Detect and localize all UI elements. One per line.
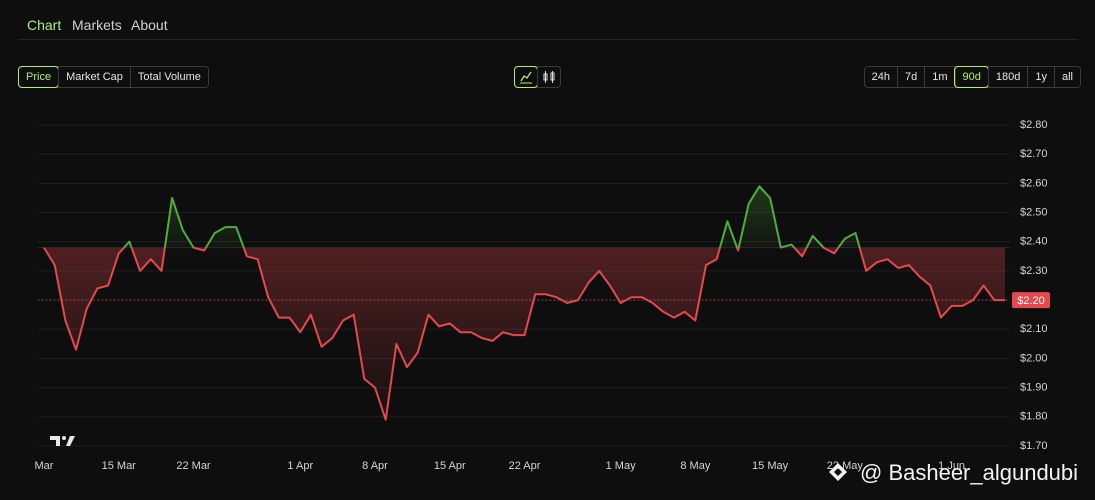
x-tick-label: 15 Apr <box>434 460 466 472</box>
range-button[interactable]: 1y <box>1027 67 1054 87</box>
x-tick-label: 15 May <box>752 460 789 472</box>
baseline-area <box>44 186 1005 420</box>
metric-button[interactable]: Price <box>17 66 60 88</box>
x-tick-label: 1 May <box>606 460 636 472</box>
metric-buttons: Price Market Cap Total Volume <box>17 66 209 88</box>
y-tick-label: $1.70 <box>1020 440 1048 452</box>
x-tick-label: Mar <box>35 460 54 472</box>
watermark-icon <box>829 463 847 481</box>
y-tick-label: $2.80 <box>1020 119 1048 131</box>
x-tick-label: 15 Mar <box>102 460 137 472</box>
candle-icon <box>543 71 555 83</box>
nav-tab[interactable]: About <box>131 17 168 33</box>
y-tick-label: $1.90 <box>1020 382 1048 394</box>
x-tick-label: 1 Jun <box>938 460 965 472</box>
x-tick-label: 8 Apr <box>362 460 388 472</box>
y-tick-label: $2.00 <box>1020 352 1048 364</box>
range-button[interactable]: 180d <box>987 67 1027 87</box>
tradingview-logo <box>50 436 75 446</box>
range-button[interactable]: 1m <box>924 67 954 87</box>
y-tick-label: $2.30 <box>1020 265 1048 277</box>
range-button[interactable]: 24h <box>871 71 890 83</box>
y-tick-label: $2.50 <box>1020 206 1048 218</box>
metric-button[interactable]: Market Cap <box>58 67 130 87</box>
range-button[interactable]: all <box>1053 67 1080 87</box>
last-price-label: $2.20 <box>1017 295 1045 307</box>
y-tick-label: $2.70 <box>1020 148 1048 160</box>
metric-button[interactable]: Total Volume <box>129 67 208 87</box>
range-button[interactable]: 7d <box>896 67 924 87</box>
x-tick-label: 22 Mar <box>176 460 211 472</box>
x-tick-label: 22 Apr <box>509 460 541 472</box>
last-price-box <box>1012 292 1050 309</box>
line-icon <box>520 71 532 84</box>
y-tick-label: $1.80 <box>1020 411 1048 423</box>
x-tick-label: 8 May <box>680 460 710 472</box>
y-tick-label: $2.40 <box>1020 236 1048 248</box>
y-tick-label: $2.10 <box>1020 323 1048 335</box>
range-buttons: 24h 7d 1m 90d 180d 1y all <box>863 66 1081 88</box>
watermark: @ Basheer_algundubi <box>860 460 1078 485</box>
price-line <box>43 185 1005 421</box>
chart-style-buttons <box>514 66 561 88</box>
separator <box>18 39 1078 40</box>
x-tick-label: 1 Apr <box>287 460 313 472</box>
line-style-button[interactable] <box>514 66 538 88</box>
y-tick-label: $2.60 <box>1020 177 1048 189</box>
nav-tab[interactable]: Markets <box>72 17 122 33</box>
candle-style-button[interactable] <box>537 67 560 87</box>
range-button[interactable]: 90d <box>953 66 989 88</box>
